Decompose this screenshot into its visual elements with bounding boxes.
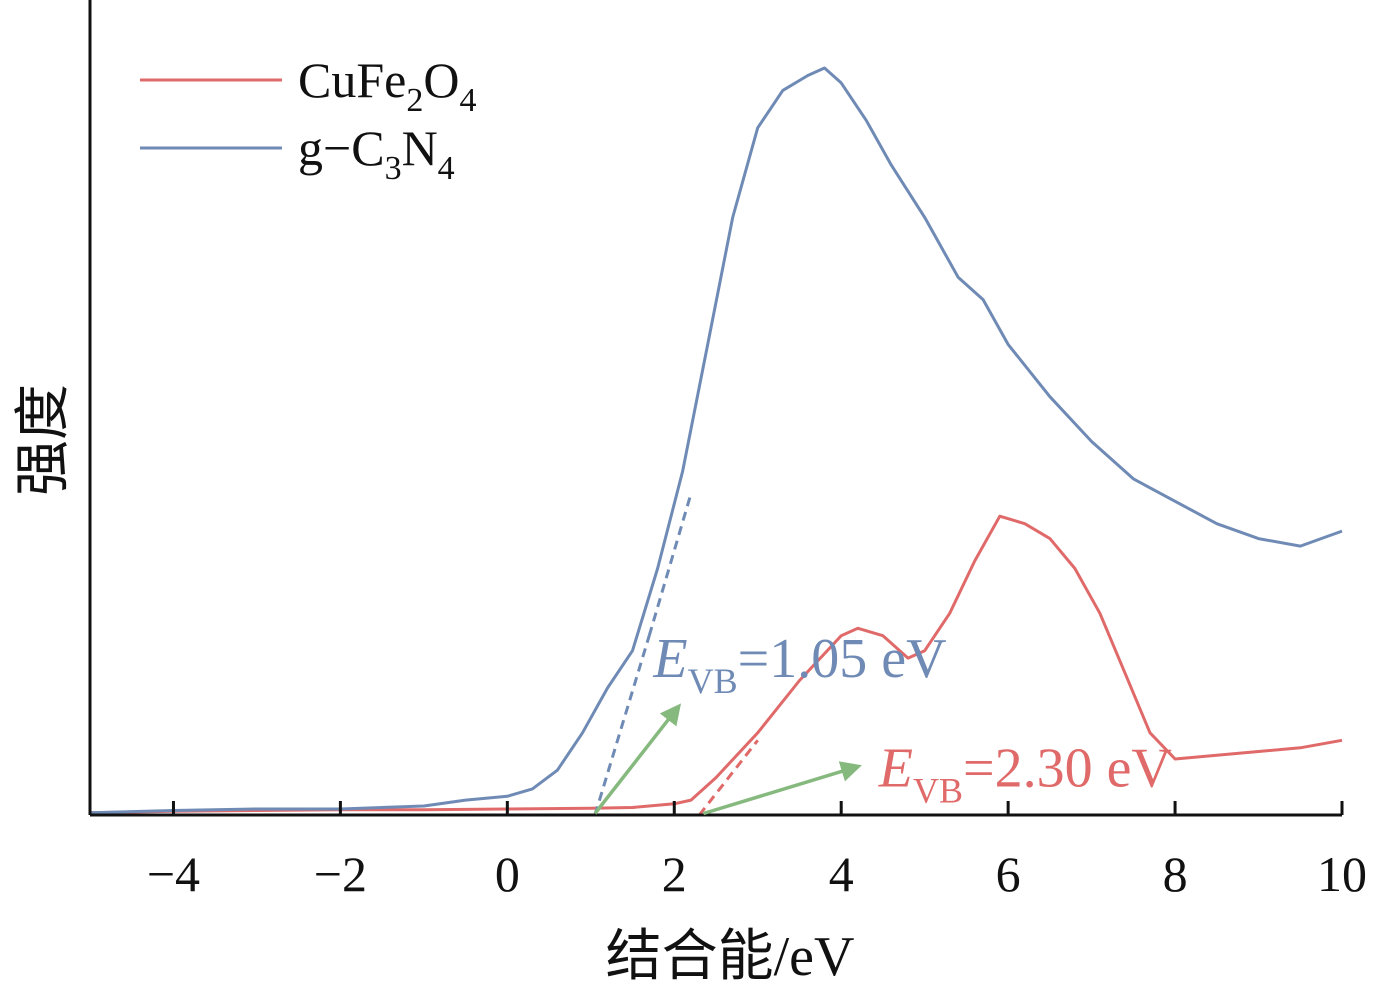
- plot-area: [89, 66, 1343, 816]
- x-tick-label: 4: [829, 846, 854, 902]
- legend-label-1: g−C3N4: [298, 120, 455, 187]
- annotation-arrow-0: [593, 703, 682, 815]
- series-line-1: [89, 66, 1343, 815]
- fit-line-1: [647, 493, 693, 637]
- x-tick-label: 0: [495, 846, 520, 902]
- x-tick-label: 10: [1317, 846, 1367, 902]
- legend-label-0: CuFe2O4: [298, 52, 476, 119]
- y-axis-label: 强度: [13, 384, 75, 496]
- x-tick-label: −4: [147, 846, 200, 902]
- annotations: EVB=1.05 eV EVB=2.30 eV: [593, 628, 1172, 816]
- x-tick-label: 8: [1163, 846, 1188, 902]
- annotation-arrow-1: [702, 761, 862, 816]
- fit-line-0: [593, 635, 651, 816]
- axes: −4 −2 0 2 4 6 8 10: [88, 0, 1367, 902]
- x-tick-label: 6: [996, 846, 1021, 902]
- annotation-label-1: EVB=2.30 eV: [878, 738, 1172, 811]
- x-tick-label: −2: [314, 846, 367, 902]
- annotation-label-0: EVB=1.05 eV: [652, 628, 946, 701]
- series-line-0: [89, 514, 1343, 815]
- x-tick-label: 2: [662, 846, 687, 902]
- x-axis-label: 结合能/eV: [606, 926, 855, 988]
- fit-line-2: [698, 739, 759, 816]
